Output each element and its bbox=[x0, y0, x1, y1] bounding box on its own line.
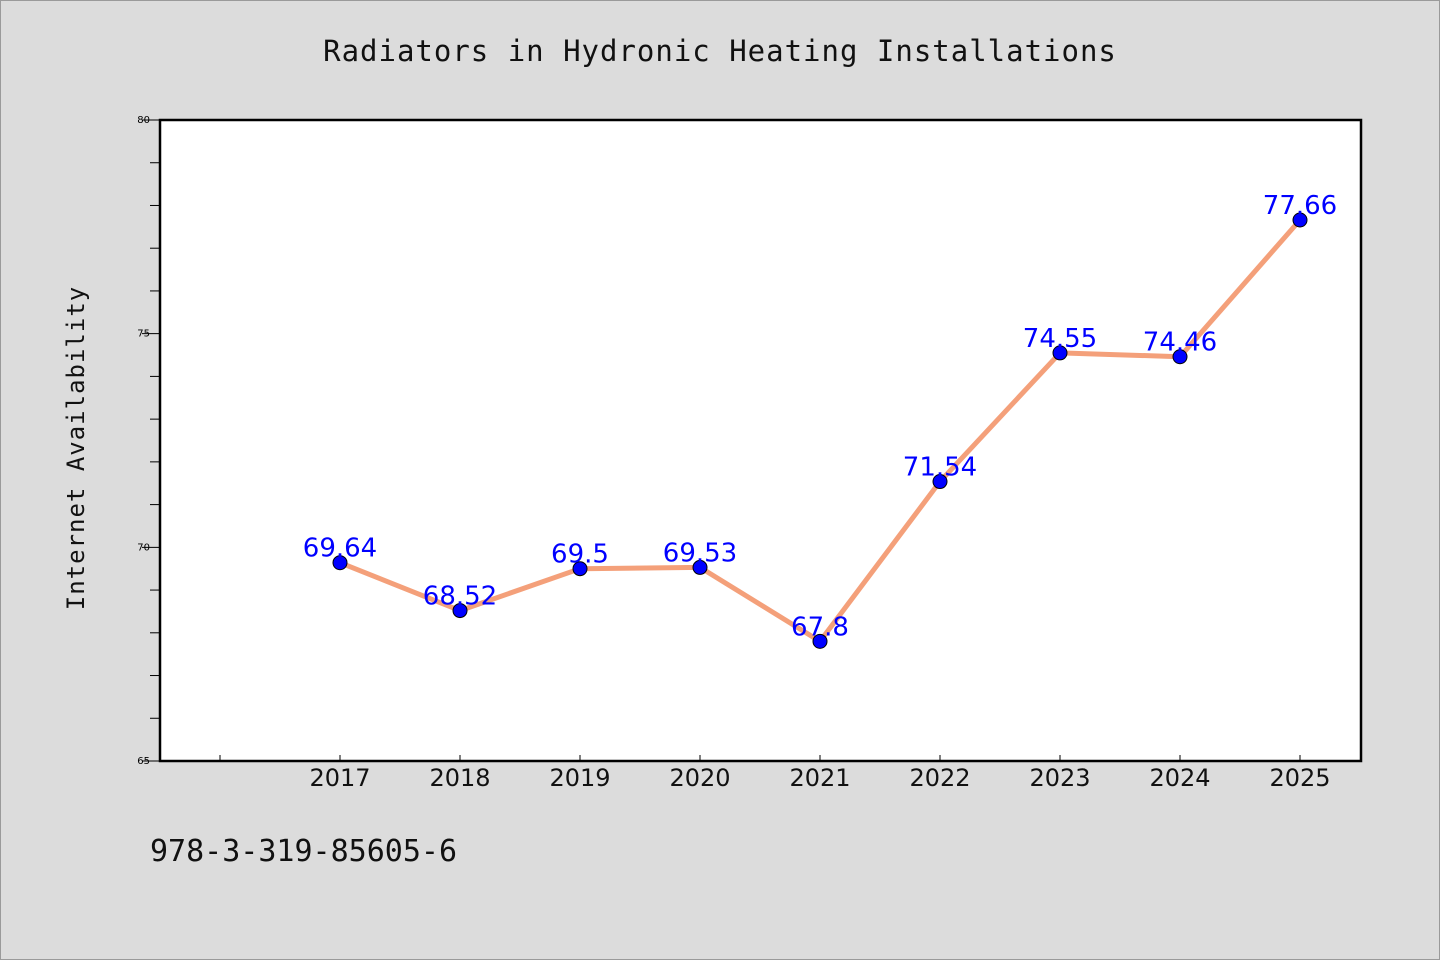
x-tick-label: 2021 bbox=[789, 764, 850, 792]
data-label: 74.55 bbox=[1023, 324, 1097, 354]
isbn-footer: 978-3-319-85605-6 bbox=[150, 834, 458, 869]
data-label: 69.5 bbox=[551, 540, 609, 570]
y-axis-ticks: 65 70 75 80 bbox=[137, 115, 160, 767]
x-tick-label: 2019 bbox=[549, 764, 610, 792]
x-tick-label: 2022 bbox=[909, 764, 970, 792]
data-label: 77.66 bbox=[1263, 191, 1337, 221]
data-label: 71.54 bbox=[903, 453, 977, 483]
x-tick-label: 2017 bbox=[309, 764, 370, 792]
x-tick-label: 2025 bbox=[1269, 764, 1330, 792]
data-point bbox=[1052, 345, 1068, 361]
y-tick-label: 80 bbox=[137, 115, 150, 126]
x-tick-label: 2024 bbox=[1149, 764, 1210, 792]
data-point bbox=[332, 555, 348, 571]
data-label: 74.46 bbox=[1143, 328, 1217, 358]
data-point bbox=[692, 559, 708, 575]
data-label: 69.53 bbox=[663, 538, 737, 568]
data-label: 68.52 bbox=[423, 582, 497, 612]
data-point bbox=[932, 474, 948, 490]
data-point bbox=[1292, 212, 1308, 228]
y-tick-label: 75 bbox=[137, 329, 150, 340]
data-label: 67.8 bbox=[791, 612, 849, 642]
x-axis-ticks: 2017 2018 2019 2020 2021 2022 2023 2024 2025 bbox=[219, 755, 1331, 792]
data-point bbox=[452, 603, 468, 619]
plot-area bbox=[158, 118, 1363, 763]
data-point bbox=[572, 561, 588, 577]
chart-title: Radiators in Hydronic Heating Installati… bbox=[323, 34, 1117, 68]
x-tick-label: 2020 bbox=[669, 764, 730, 792]
x-tick-label: 2018 bbox=[429, 764, 490, 792]
y-tick-label: 70 bbox=[137, 542, 150, 553]
data-point bbox=[812, 633, 828, 649]
y-tick-label: 65 bbox=[137, 756, 150, 767]
data-point bbox=[1172, 349, 1188, 365]
x-tick-label: 2023 bbox=[1029, 764, 1090, 792]
series-group: 69.64 68.52 69.5 69.53 67.8 71.54 74.55 74.46 77… bbox=[303, 191, 1337, 649]
data-label: 69.64 bbox=[303, 534, 377, 564]
